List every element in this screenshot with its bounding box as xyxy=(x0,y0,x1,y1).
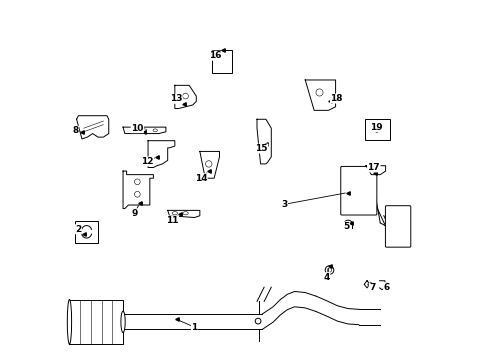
Polygon shape xyxy=(200,152,219,178)
Ellipse shape xyxy=(142,129,146,132)
Text: 18: 18 xyxy=(330,94,342,103)
Ellipse shape xyxy=(67,300,71,344)
Polygon shape xyxy=(77,116,108,139)
Polygon shape xyxy=(167,210,200,217)
Text: 6: 6 xyxy=(383,283,389,292)
Text: 2: 2 xyxy=(75,225,81,234)
Text: 19: 19 xyxy=(369,123,382,132)
Ellipse shape xyxy=(153,129,157,132)
Text: 10: 10 xyxy=(131,124,143,133)
FancyBboxPatch shape xyxy=(365,118,389,140)
Ellipse shape xyxy=(183,212,188,215)
Polygon shape xyxy=(123,171,153,208)
Text: 3: 3 xyxy=(281,200,287,209)
Ellipse shape xyxy=(131,129,136,132)
Ellipse shape xyxy=(121,311,125,333)
Polygon shape xyxy=(379,281,384,290)
FancyBboxPatch shape xyxy=(75,221,98,243)
Circle shape xyxy=(134,192,140,197)
Polygon shape xyxy=(305,80,335,111)
Polygon shape xyxy=(148,141,175,167)
Polygon shape xyxy=(69,300,123,344)
Circle shape xyxy=(183,93,188,99)
Text: 1: 1 xyxy=(191,323,197,332)
Text: 9: 9 xyxy=(131,209,138,218)
FancyBboxPatch shape xyxy=(340,166,376,215)
Text: 7: 7 xyxy=(368,283,375,292)
Text: 5: 5 xyxy=(343,222,349,231)
Polygon shape xyxy=(257,119,271,164)
Text: 4: 4 xyxy=(323,273,329,282)
Text: 8: 8 xyxy=(72,126,79,135)
Text: 14: 14 xyxy=(194,174,207,183)
Polygon shape xyxy=(364,281,369,288)
Polygon shape xyxy=(123,127,165,134)
Text: 13: 13 xyxy=(169,94,182,103)
Text: 12: 12 xyxy=(141,157,153,166)
Text: 11: 11 xyxy=(166,216,178,225)
Circle shape xyxy=(315,89,323,96)
Polygon shape xyxy=(365,166,385,175)
Ellipse shape xyxy=(172,212,177,215)
Polygon shape xyxy=(175,85,196,109)
Circle shape xyxy=(134,179,140,185)
Text: 15: 15 xyxy=(255,144,267,153)
Text: 17: 17 xyxy=(367,163,379,172)
Circle shape xyxy=(326,268,331,272)
Text: 16: 16 xyxy=(208,51,221,60)
FancyBboxPatch shape xyxy=(212,50,231,73)
Circle shape xyxy=(255,318,261,324)
Circle shape xyxy=(205,161,212,167)
FancyBboxPatch shape xyxy=(385,206,410,247)
Circle shape xyxy=(325,266,333,274)
